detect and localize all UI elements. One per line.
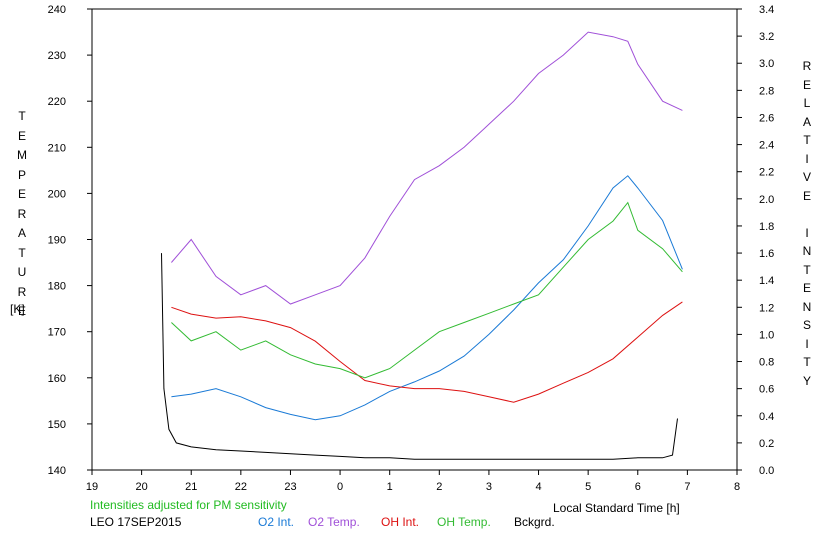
y-tick-label: 140 [48,465,66,477]
x-tick-label: 6 [635,481,641,493]
x-tick-label: 22 [235,481,247,493]
x-tick-label: 4 [535,481,541,493]
x-tick-label: 2 [436,481,442,493]
series-line-2 [171,301,683,403]
x-axis: 19 20 21 22 23 0 1 2 3 4 5 6 7 8 [86,470,740,493]
intensity-note: Intensities adjusted for PM sensitivity [90,498,287,512]
y-tick-label: 180 [48,281,66,293]
x-tick-label: 1 [387,481,393,493]
y2-tick-label: 2.2 [759,167,774,179]
x-tick-label: 3 [486,481,492,493]
x-tick-label: 8 [734,481,740,493]
y2-tick-label: 3.2 [759,31,774,43]
y2-tick-label: 2.4 [759,140,774,152]
y2-tick-label: 1.8 [759,221,774,233]
legend-entry-0: O2 Int. [258,515,295,529]
y-axis-unit-label: [K] [10,302,25,316]
y2-tick-label: 1.2 [759,302,774,314]
y2-tick-label: 1.4 [759,275,774,287]
x-tick-label: 7 [684,481,690,493]
y2-tick-label: 3.0 [759,58,774,70]
y-tick-label: 200 [48,188,66,200]
y2-tick-label: 3.4 [759,4,774,16]
legend-entry-1: O2 Temp. [308,515,360,529]
x-tick-label: 19 [86,481,98,493]
y-axis-right: 0.0 0.2 0.4 0.6 0.8 1.0 1.2 1.4 1.6 1.8 2.0 2.2 2.4 2… [737,4,774,477]
y-tick-label: 230 [48,50,66,62]
y-tick-label: 190 [48,235,66,247]
legend-entry-4: Bckgrd. [514,515,555,529]
series-line-4 [161,253,678,460]
x-tick-label: 23 [284,481,296,493]
series-line-0 [171,175,683,421]
series-line-1 [171,31,683,305]
y2-tick-label: 2.8 [759,85,774,97]
x-tick-label: 5 [585,481,591,493]
x-tick-label: 21 [185,481,197,493]
y2-tick-label: 0.8 [759,357,774,369]
y-axis-left: 140 150 160 170 180 190 200 210 220 230 240 [48,4,92,477]
y-tick-label: 150 [48,419,66,431]
station-date-label: LEO 17SEP2015 [90,515,182,529]
legend-entry-2: OH Int. [381,515,420,529]
legend-entry-3: OH Temp. [437,515,491,529]
series-line-3 [171,201,683,379]
y2-tick-label: 0.0 [759,465,774,477]
y-tick-label: 160 [48,373,66,385]
y2-tick-label: 0.4 [759,411,774,423]
plot-frame [91,8,738,471]
y-tick-label: 220 [48,96,66,108]
y2-tick-label: 0.6 [759,384,774,396]
x-tick-label: 20 [135,481,147,493]
x-tick-label: 0 [337,481,343,493]
y2-tick-label: 2.6 [759,112,774,124]
legend: LEO 17SEP2015 O2 Int. O2 Temp. OH Int. OH T… [90,515,790,531]
y2-tick-label: 2.0 [759,194,774,206]
series-layer [161,31,683,460]
y2-tick-label: 1.0 [759,329,774,341]
x-axis-label: Local Standard Time [h] [553,501,680,515]
y2-tick-label: 1.6 [759,248,774,260]
y-tick-label: 210 [48,142,66,154]
y-tick-label: 170 [48,327,66,339]
y2-tick-label: 0.2 [759,438,774,450]
y-tick-label: 240 [48,4,66,16]
